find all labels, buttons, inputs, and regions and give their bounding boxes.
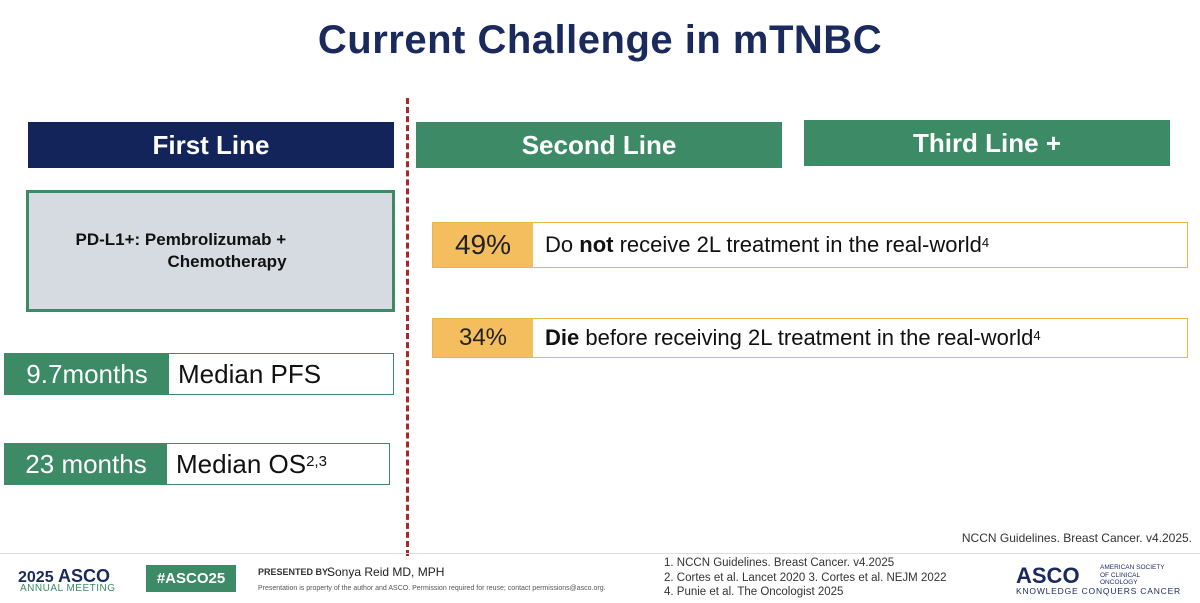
pdl1-line2: Chemotherapy bbox=[167, 252, 287, 271]
fact2-bold: Die bbox=[545, 325, 580, 350]
references: 1. NCCN Guidelines. Breast Cancer. v4.20… bbox=[664, 556, 947, 600]
source-note: NCCN Guidelines. Breast Cancer. v4.2025. bbox=[961, 531, 1192, 545]
asco-full-name: AMERICAN SOCIETY OF CLINICAL ONCOLOGY bbox=[1100, 564, 1165, 586]
fact1-pre: Do bbox=[545, 232, 580, 257]
hashtag-badge: #ASCO25 bbox=[146, 565, 236, 592]
fact2-percent: 34% bbox=[433, 319, 533, 357]
meeting-year: 2025 bbox=[18, 569, 54, 586]
median-os-stat: 23 months Median OS 2,3 bbox=[4, 443, 390, 485]
meeting-org: ASCO bbox=[58, 566, 111, 586]
fact2-post: before receiving 2L treatment in the rea… bbox=[579, 325, 1034, 350]
median-pfs-stat: 9.7months Median PFS bbox=[4, 353, 394, 395]
asco-tagline: KNOWLEDGE CONQUERS CANCER bbox=[1016, 586, 1181, 596]
reference-item: 1. NCCN Guidelines. Breast Cancer. v4.20… bbox=[664, 557, 895, 569]
fact2-sup: 4 bbox=[1033, 327, 1041, 343]
meeting-logo: 2025 ASCO bbox=[18, 566, 110, 587]
reference-item: 2. Cortes et al. Lancet 2020 3. Cortes e… bbox=[664, 571, 947, 584]
os-label: Median OS bbox=[176, 448, 307, 479]
column-divider bbox=[406, 98, 409, 556]
presenter-name: Sonya Reid MD, MPH bbox=[327, 565, 445, 579]
pfs-value: 9.7months bbox=[5, 354, 169, 394]
fact1-bold: not bbox=[579, 232, 614, 257]
os-label-wrap: Median OS 2,3 bbox=[167, 444, 327, 484]
fact1-sup: 4 bbox=[981, 234, 990, 250]
meeting-name: ANNUAL MEETING bbox=[20, 583, 116, 594]
header-first-line: First Line bbox=[28, 122, 394, 168]
fact1-post: receive 2L treatment in the real-world bbox=[613, 232, 982, 257]
page-title: Current Challenge in mTNBC bbox=[317, 18, 883, 62]
reference-item: 4. Punie et al. The Oncologist 2025 bbox=[664, 586, 844, 598]
os-superscript: 2,3 bbox=[306, 452, 327, 470]
pfs-label: Median PFS bbox=[178, 358, 322, 389]
os-value: 23 months bbox=[5, 444, 167, 484]
footer-divider bbox=[0, 553, 1200, 554]
pdl1-line1: PD-L1+: Pembrolizumab + bbox=[75, 230, 287, 249]
asco-logo: ASCO bbox=[1016, 563, 1080, 588]
fact1-percent: 49% bbox=[433, 223, 533, 267]
fact2-text: Die before receiving 2L treatment in the… bbox=[533, 319, 1041, 357]
presented-by-label: PRESENTED BY: bbox=[258, 567, 331, 577]
header-third-line: Third Line + bbox=[804, 120, 1170, 166]
property-note: Presentation is property of the author a… bbox=[258, 585, 606, 592]
fact-no-2l-treatment: 49% Do not receive 2L treatment in the r… bbox=[432, 222, 1188, 268]
fact-die-before-2l: 34% Die before receiving 2L treatment in… bbox=[432, 318, 1188, 358]
pdl1-treatment-box: PD-L1+: Pembrolizumab + Chemotherapy bbox=[26, 190, 395, 312]
fact1-text: Do not receive 2L treatment in the real-… bbox=[533, 223, 989, 267]
header-second-line: Second Line bbox=[416, 122, 782, 168]
